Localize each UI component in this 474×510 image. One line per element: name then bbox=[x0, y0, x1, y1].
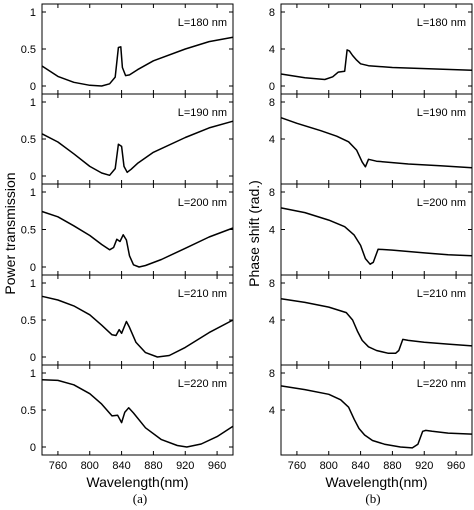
y-tick-label: 1 bbox=[30, 368, 36, 380]
subplot-2-2: 4 8 L=190 nm bbox=[269, 93, 473, 185]
y-tick-label: 8 bbox=[269, 97, 275, 109]
y-tick-label: 0.5 bbox=[21, 134, 36, 146]
annotation-label: L=210 nm bbox=[417, 288, 466, 300]
y-tick-label: 4 bbox=[269, 225, 275, 237]
x-tick-label: 880 bbox=[144, 460, 162, 472]
x-tick-label: 960 bbox=[208, 460, 226, 472]
x-tick-label: 760 bbox=[288, 460, 306, 472]
y-tick-label: 0 bbox=[269, 81, 275, 93]
y-tick-label: 8 bbox=[269, 278, 275, 290]
y-tick-label: 0 bbox=[30, 262, 36, 274]
x-tick-label: 960 bbox=[447, 460, 465, 472]
annotation-label: L=220 nm bbox=[178, 378, 227, 390]
y-tick-label: 8 bbox=[269, 7, 275, 19]
series-line bbox=[41, 210, 234, 268]
subplot-1-3: 0 0.5 1 L=200 nm bbox=[21, 183, 234, 276]
subplot-1-5: 0 0.5 1 L=220 nm bbox=[21, 364, 234, 456]
subplot-2-5: 4 8 L=220 nm bbox=[269, 364, 473, 456]
x-tick-label: 800 bbox=[81, 460, 99, 472]
y-tick-label: 1 bbox=[30, 7, 36, 19]
y-tick-label: 0 bbox=[30, 81, 36, 93]
x-tick-label: 840 bbox=[351, 460, 369, 472]
y-tick-label: 8 bbox=[269, 368, 275, 380]
series-line bbox=[280, 297, 473, 355]
subplot-1-1: 0 0.5 1 L=180 nm bbox=[21, 3, 234, 95]
x-tick-label: 840 bbox=[112, 460, 130, 472]
y-tick-label: 8 bbox=[269, 187, 275, 199]
annotation-label: L=190 nm bbox=[417, 107, 466, 119]
annotation-label: L=180 nm bbox=[417, 17, 466, 29]
y-tick-label: 1 bbox=[30, 187, 36, 199]
series-line bbox=[41, 295, 234, 358]
annotation-label: L=190 nm bbox=[178, 107, 227, 119]
subplot-2-4: 4 8 L=210 nm bbox=[269, 274, 473, 366]
x-tick-label: 800 bbox=[320, 460, 338, 472]
y-tick-label: 1 bbox=[30, 278, 36, 290]
y-tick-label: 0.5 bbox=[21, 225, 36, 237]
panel-label: (a) bbox=[133, 491, 147, 506]
y-tick-label: 0 bbox=[30, 442, 36, 454]
annotation-label: L=200 nm bbox=[417, 197, 466, 209]
y-tick-label: 0.5 bbox=[21, 315, 36, 327]
y-tick-label: 4 bbox=[269, 134, 275, 146]
y-axis-label: Power transmission bbox=[2, 172, 18, 294]
y-axis-label: Phase shift (rad.) bbox=[246, 180, 262, 287]
y-tick-label: 0 bbox=[30, 352, 36, 364]
series-line bbox=[41, 120, 234, 177]
x-tick-label: 920 bbox=[415, 460, 433, 472]
x-tick-label: 880 bbox=[383, 460, 401, 472]
y-tick-label: 4 bbox=[269, 315, 275, 327]
series-line bbox=[280, 207, 473, 265]
series-line bbox=[280, 385, 473, 449]
subplot-2-1: 0 4 8 L=180 nm bbox=[269, 3, 473, 95]
x-tick-label: 760 bbox=[49, 460, 67, 472]
y-tick-label: 4 bbox=[269, 44, 275, 56]
series-line bbox=[41, 378, 234, 448]
x-tick-label: 920 bbox=[176, 460, 194, 472]
series-line bbox=[280, 116, 473, 169]
subplot-1-2: 0 0.5 1 L=190 nm bbox=[21, 93, 234, 185]
series-line bbox=[41, 36, 234, 87]
y-tick-label: 4 bbox=[269, 405, 275, 417]
y-tick-label: 1 bbox=[30, 97, 36, 109]
panel-label: (b) bbox=[365, 491, 380, 506]
annotation-label: L=180 nm bbox=[178, 17, 227, 29]
x-axis-label: Wavelength(nm) bbox=[86, 474, 188, 490]
y-tick-label: 0.5 bbox=[21, 405, 36, 417]
y-tick-label: 0 bbox=[30, 171, 36, 183]
annotation-label: L=220 nm bbox=[417, 378, 466, 390]
y-tick-label: 0.5 bbox=[21, 44, 36, 56]
annotation-label: L=200 nm bbox=[178, 197, 227, 209]
subplot-1-4: 0 0.5 1 L=210 nm bbox=[21, 274, 234, 366]
annotation-label: L=210 nm bbox=[178, 288, 227, 300]
chart-panel-2: 0 4 8 L=180 nm 4 8 L=190 nm 4 8 L=200 nm 4 8 L=210 n… bbox=[246, 3, 473, 506]
series-line bbox=[280, 49, 473, 81]
x-axis-label: Wavelength(nm) bbox=[325, 474, 427, 490]
subplot-2-3: 4 8 L=200 nm bbox=[269, 183, 473, 276]
